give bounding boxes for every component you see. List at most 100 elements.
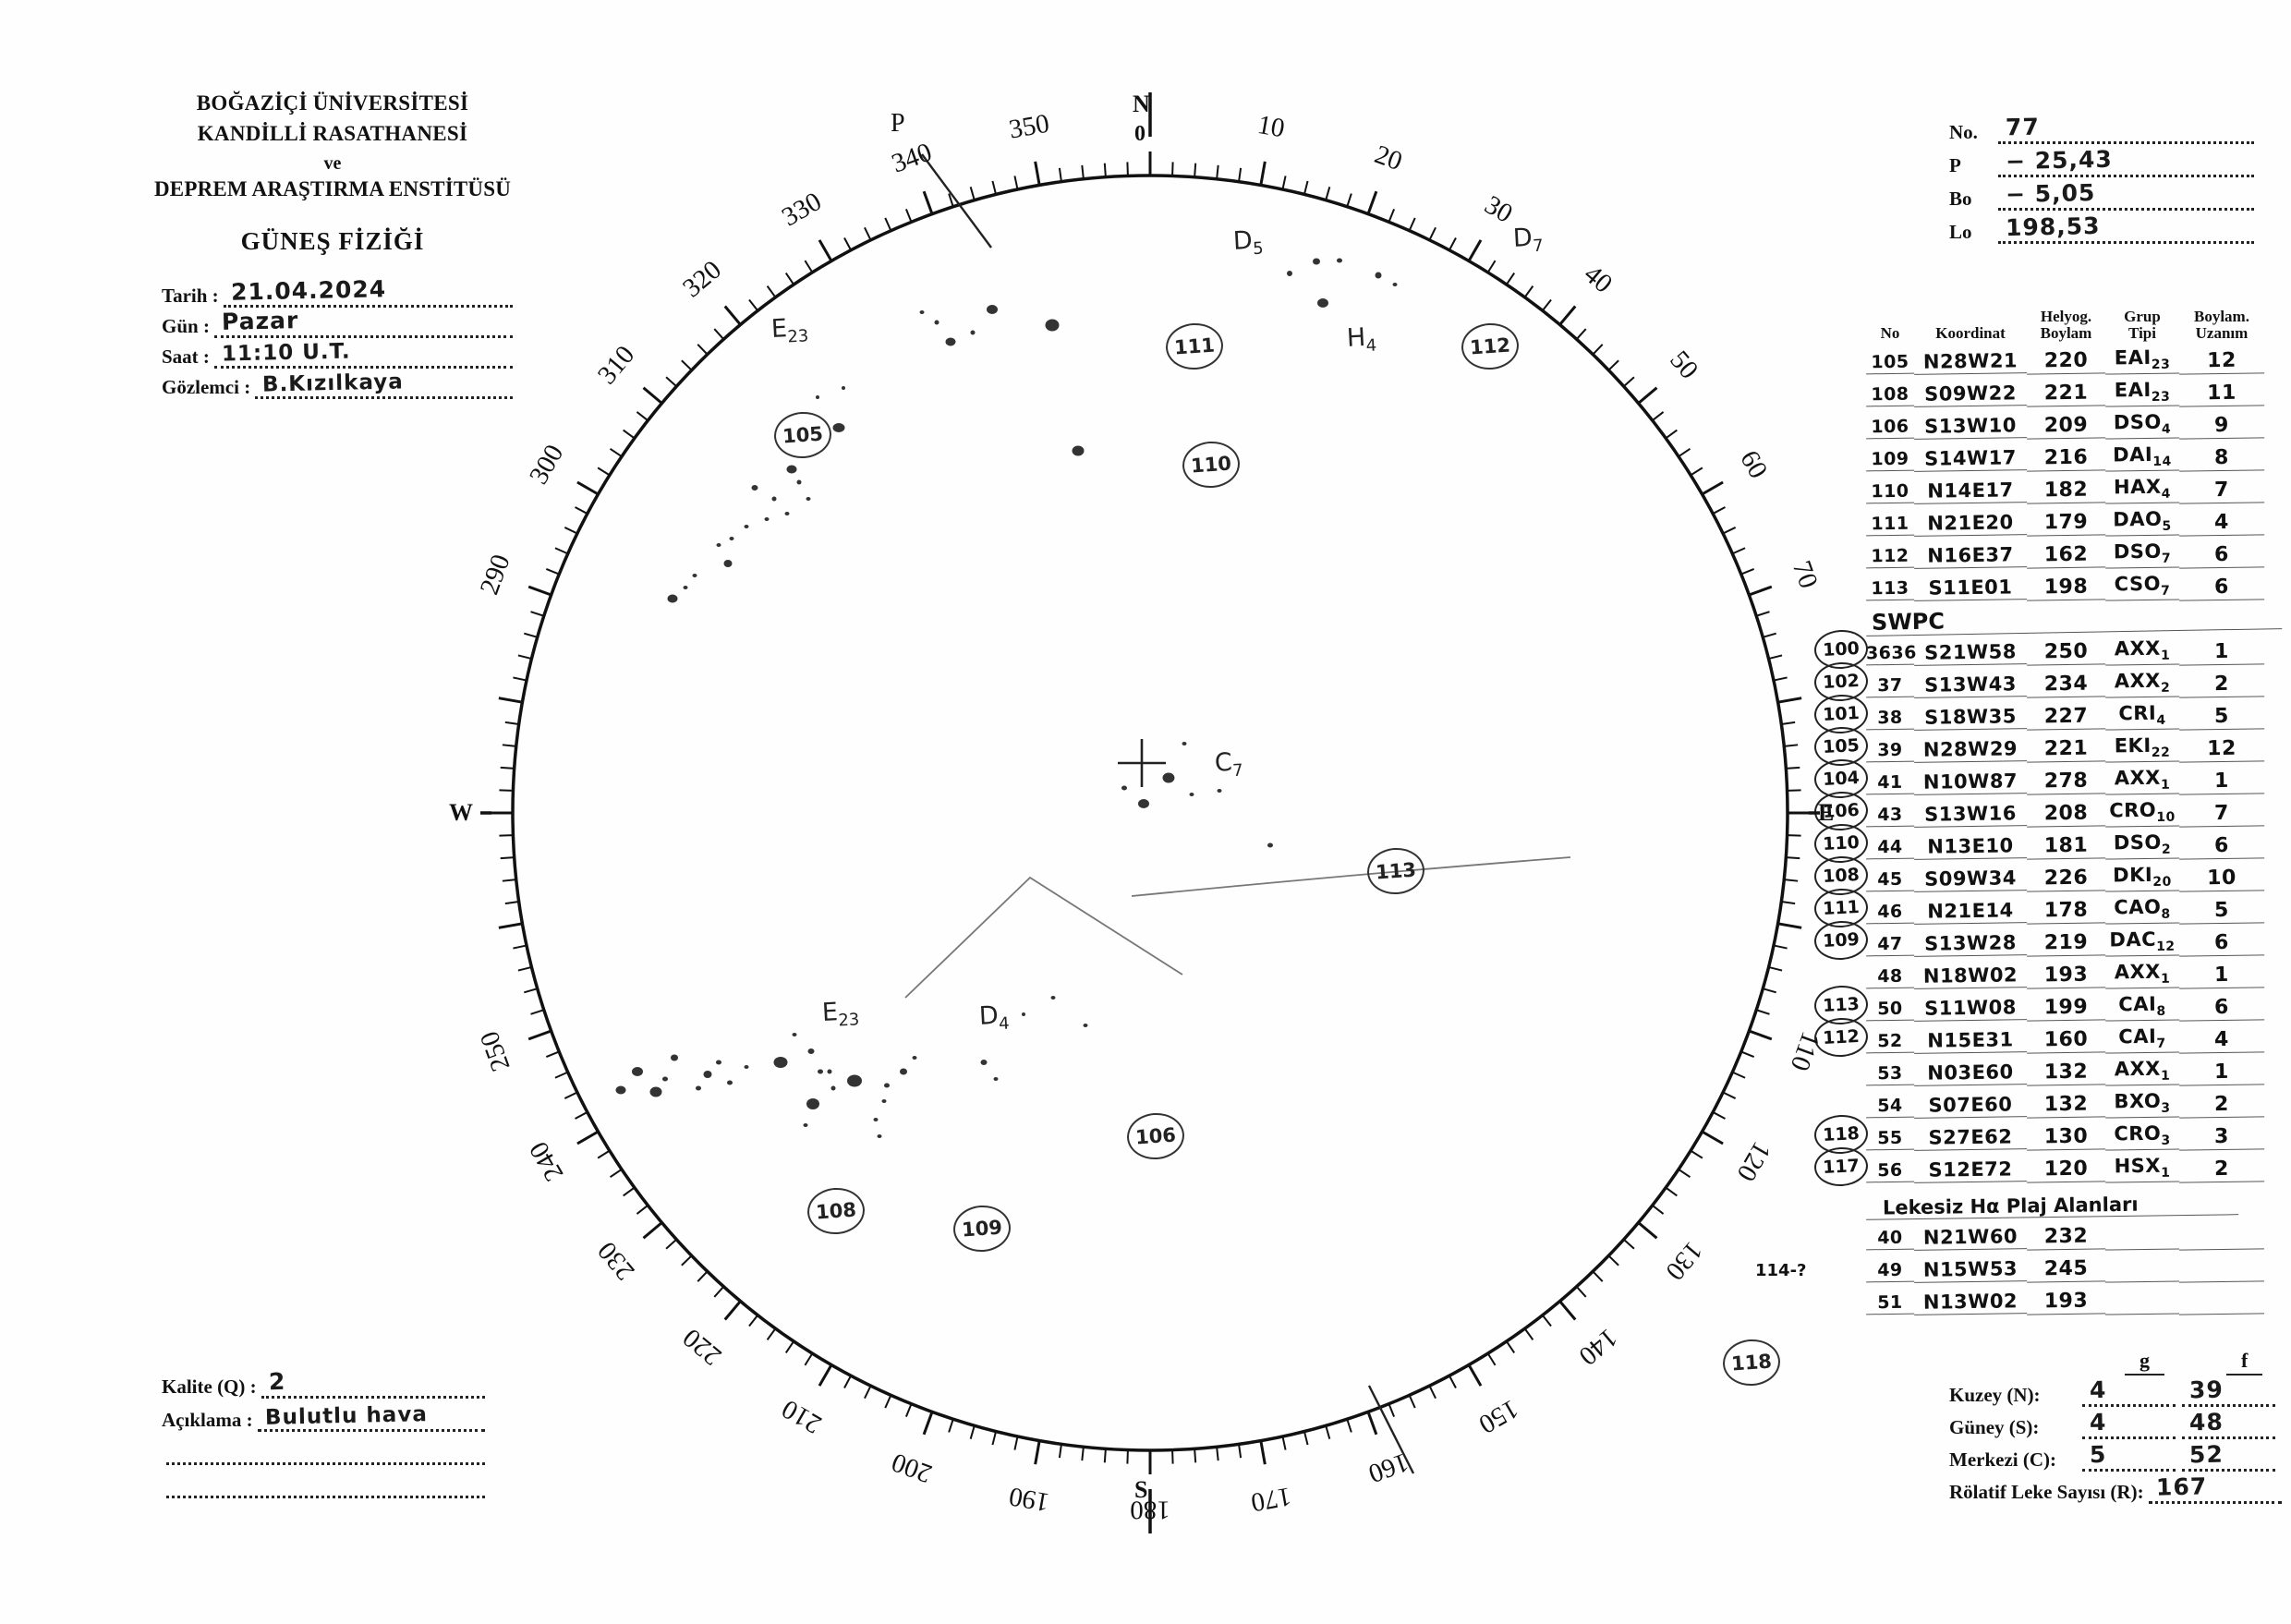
quality-field[interactable]: 2 xyxy=(261,1368,485,1399)
table-row: 113 S11E01 198 CSO7 6 xyxy=(1865,568,2282,601)
degree-tick xyxy=(1623,1238,1635,1250)
cell-group-type: AXX1 xyxy=(2104,636,2180,666)
central-g-field[interactable]: 5 xyxy=(2082,1441,2176,1472)
degree-tick xyxy=(1194,1448,1197,1463)
bo-field[interactable]: − 5,05 xyxy=(1998,179,2254,211)
degree-tick xyxy=(1366,1411,1378,1436)
degree-tick xyxy=(681,1254,693,1266)
sunspot xyxy=(912,1056,917,1060)
sunspot xyxy=(1267,842,1273,848)
sunspot xyxy=(881,1099,887,1103)
day-field[interactable]: Pazar xyxy=(213,307,513,338)
note-field-blank-1[interactable] xyxy=(166,1438,485,1465)
degree-tick xyxy=(1259,161,1267,186)
time-field[interactable]: 11:10 U.T. xyxy=(213,340,513,369)
observer-field[interactable]: B.Kızılkaya xyxy=(255,370,513,399)
cell-boy: 193 xyxy=(2026,1289,2106,1315)
table-row: 112 52 N15E31 160 CAI7 4 xyxy=(1812,1016,2282,1059)
degree-tick xyxy=(1665,1186,1678,1197)
note-value: Bulutlu hava xyxy=(264,1402,428,1430)
degree-tick xyxy=(1755,1009,1770,1015)
degree-tick xyxy=(517,654,532,661)
degree-label: 230 xyxy=(592,1236,640,1286)
cell-no: 38 xyxy=(1865,707,1915,731)
degree-tick xyxy=(524,632,539,638)
degree-tick xyxy=(1731,547,1746,555)
day-field-row: Gün : Pazar xyxy=(162,307,513,338)
central-f-field[interactable]: 52 xyxy=(2182,1441,2276,1472)
identification-section: No. 77 P − 25,43 Bo − 5,05 Lo 198,53 xyxy=(1949,111,2254,244)
degree-label: 170 xyxy=(1249,1481,1293,1517)
table-row: 54 S07E60 132 BXO3 2 xyxy=(1865,1085,2282,1119)
degree-tick xyxy=(697,344,709,356)
no-field[interactable]: 77 xyxy=(1998,114,2254,144)
degree-tick xyxy=(1408,1394,1416,1409)
note-field-blank-2[interactable] xyxy=(166,1472,485,1498)
degree-tick xyxy=(1449,237,1457,251)
degree-tick xyxy=(636,411,649,421)
note-field[interactable]: Bulutlu hava xyxy=(257,1402,485,1432)
degree-tick xyxy=(545,1050,560,1059)
group-label-h4: H4 xyxy=(1346,322,1377,357)
degree-label: 340 xyxy=(888,138,936,179)
table-row: 109 S14W17 216 DAI14 8 xyxy=(1865,439,2282,472)
table-row: 108 S09W22 221 EAI23 11 xyxy=(1865,374,2282,407)
institution-line-3: ve xyxy=(323,152,342,174)
p-field[interactable]: − 25,43 xyxy=(1998,146,2254,177)
degree-tick-labels: 1020304050607080901001101201301401501601… xyxy=(480,109,1820,1525)
summary-section: g f Kuzey (N): 4 39 Güney (S): 4 48 Merk… xyxy=(1949,1349,2282,1504)
degree-tick xyxy=(1126,1449,1129,1464)
sunspot xyxy=(919,310,925,314)
col-header-coordinate: Koordinat xyxy=(1935,324,2006,343)
label-west: W xyxy=(449,799,473,826)
degree-tick xyxy=(1506,1340,1516,1354)
cell-group-type: HSX1 xyxy=(2104,1154,2180,1183)
table-row: 117 56 S12E72 120 HSX1 2 xyxy=(1812,1145,2282,1188)
sunspot xyxy=(1313,258,1320,265)
degree-tick xyxy=(1768,965,1783,972)
degree-label: 320 xyxy=(677,255,727,303)
cell-extent: 6 xyxy=(2178,930,2265,957)
sunspot xyxy=(842,386,845,390)
sunspot xyxy=(1182,742,1187,745)
sunspot xyxy=(1083,1024,1088,1027)
lo-field[interactable]: 198,53 xyxy=(1998,212,2254,244)
cell-no: 105 xyxy=(1865,351,1915,375)
quality-value: 2 xyxy=(268,1367,286,1396)
cell-koord: N14E17 xyxy=(1913,479,2028,504)
sunspot xyxy=(1217,789,1222,793)
relative-field[interactable]: 167 xyxy=(2148,1473,2282,1504)
degree-tick xyxy=(1366,190,1378,215)
cell-no: 45 xyxy=(1865,868,1915,892)
degree-label: 180 xyxy=(1130,1495,1170,1524)
degree-label: 120 xyxy=(1731,1136,1776,1186)
sunspot-group-table: No Koordinat Helyog. Boylam Grup Tipi Boyl… xyxy=(1755,296,2283,1315)
north-label: Kuzey (N): xyxy=(1949,1384,2041,1406)
degree-tick xyxy=(636,1205,649,1215)
north-g-field[interactable]: 4 xyxy=(2082,1376,2176,1407)
degree-tick xyxy=(524,988,539,994)
cell-no: 112 xyxy=(1865,545,1915,569)
summary-col-f: f xyxy=(2226,1349,2263,1376)
quality-row: Kalite (Q) : 2 xyxy=(162,1365,485,1399)
north-f-field[interactable]: 39 xyxy=(2182,1376,2276,1407)
cell-koord: S07E60 xyxy=(1913,1093,2028,1119)
cell-boy: 234 xyxy=(2026,672,2106,698)
cell-extent: 6 xyxy=(2178,833,2265,860)
sunspot xyxy=(884,1083,890,1088)
cell-extent: 5 xyxy=(2178,704,2265,731)
sunspot xyxy=(764,517,770,521)
sunspot xyxy=(649,1086,662,1097)
cell-extent: 10 xyxy=(2178,866,2265,892)
date-field[interactable]: 21.04.2024 xyxy=(223,275,513,308)
sunspot xyxy=(832,423,845,432)
degree-tick xyxy=(642,1221,663,1240)
degree-tick xyxy=(1784,879,1799,882)
degree-tick xyxy=(1786,766,1800,770)
south-g-field[interactable]: 4 xyxy=(2082,1409,2176,1439)
day-label: Gün : xyxy=(162,315,210,337)
cell-koord: S13W43 xyxy=(1913,673,2028,698)
south-f-field[interactable]: 48 xyxy=(2182,1409,2276,1439)
table-row: 108 45 S09W34 226 DKI20 10 xyxy=(1812,854,2282,897)
